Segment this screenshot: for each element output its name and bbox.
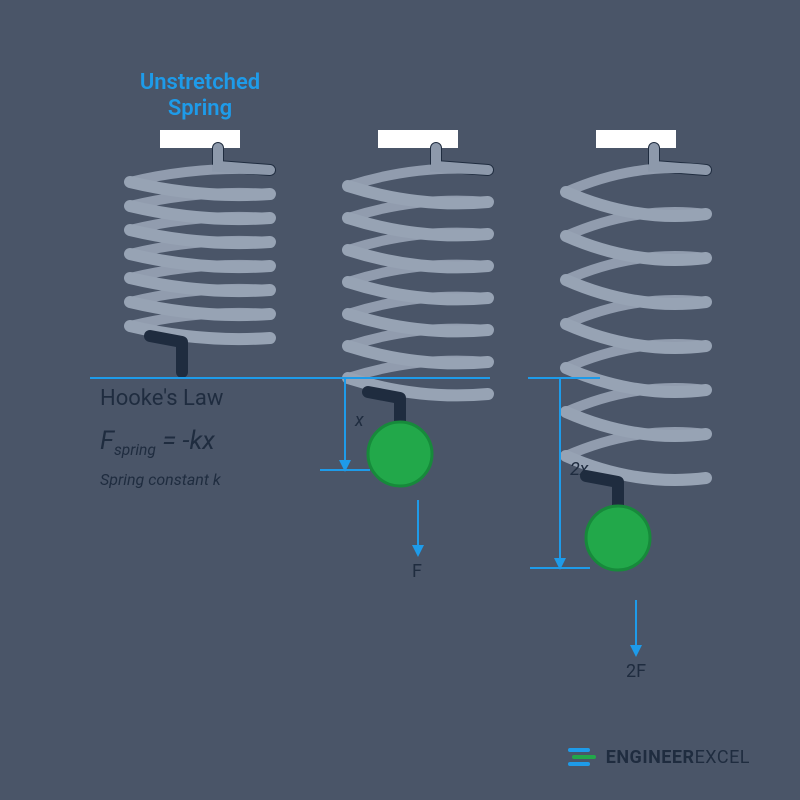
hookes-law-formula: Fspring = -kx: [100, 426, 215, 459]
engineerexcel-logo: ENGINEEREXCEL: [568, 744, 750, 770]
force-label-F: F: [412, 561, 422, 582]
spring-unstretched: [130, 130, 270, 372]
logo-text: ENGINEEREXCEL: [606, 747, 750, 768]
force-arrow-2F: [630, 600, 642, 657]
mass: [368, 422, 432, 486]
logo-icon: [568, 744, 598, 770]
displacement-label-2x: 2x: [570, 459, 588, 480]
displacement-label-x: x: [355, 410, 364, 431]
mass: [586, 506, 650, 570]
spring-stretched-x: [348, 130, 488, 486]
hookes-law-label: Hooke's Law: [100, 386, 223, 411]
force-arrow-F: [412, 500, 424, 557]
spring-stretched-2x: [566, 130, 706, 570]
spring-constant-label: Spring constant k: [100, 470, 221, 489]
force-label-2F: 2F: [626, 661, 646, 682]
title-unstretched-spring: UnstretchedSpring: [130, 70, 270, 123]
hookes-law-diagram: UnstretchedSpring Hooke's Law Fspring = -k…: [0, 0, 800, 800]
